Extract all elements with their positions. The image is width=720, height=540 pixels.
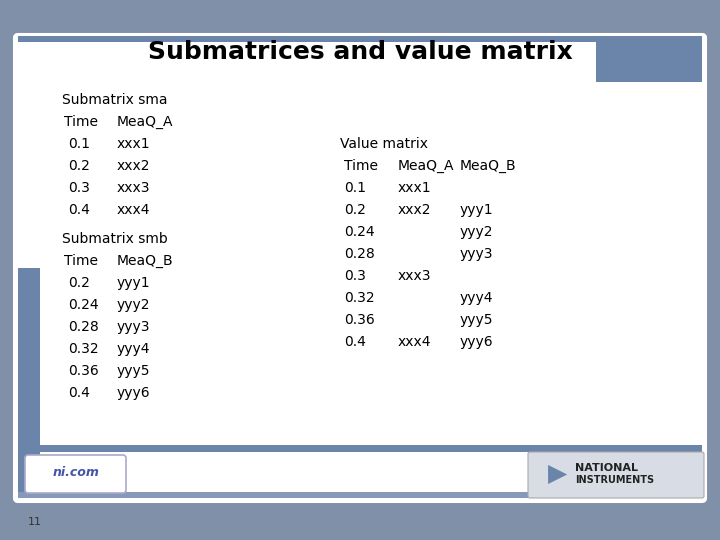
Text: 0.4: 0.4	[344, 335, 366, 349]
Text: 0.3: 0.3	[68, 181, 90, 195]
Text: MeaQ_B: MeaQ_B	[460, 159, 517, 173]
Text: yyy1: yyy1	[460, 203, 494, 217]
Text: xxx4: xxx4	[117, 203, 150, 217]
Text: 11: 11	[28, 517, 42, 527]
Bar	[18, 36, 702, 42]
Text: MeaQ_A: MeaQ_A	[398, 159, 454, 173]
Text: 0.1: 0.1	[344, 181, 366, 195]
Text: yyy1: yyy1	[117, 275, 150, 289]
Text: 0.24: 0.24	[344, 225, 374, 239]
Text: Submatrix sma: Submatrix sma	[62, 93, 168, 107]
Text: 0.2: 0.2	[68, 275, 90, 289]
Text: 0.4: 0.4	[68, 203, 90, 217]
Text: ni.com: ni.com	[53, 467, 99, 480]
Text: MeaQ_A: MeaQ_A	[117, 115, 174, 129]
Bar	[18, 268, 40, 498]
Text: 0.24: 0.24	[68, 298, 99, 312]
Text: 0.28: 0.28	[68, 320, 99, 334]
Text: 0.4: 0.4	[68, 386, 90, 400]
Text: NATIONAL: NATIONAL	[575, 463, 638, 473]
FancyBboxPatch shape	[528, 452, 704, 498]
Text: yyy5: yyy5	[117, 363, 150, 377]
Text: Submatrices and value matrix: Submatrices and value matrix	[148, 40, 572, 64]
Text: 0.1: 0.1	[68, 137, 90, 151]
Text: yyy2: yyy2	[117, 298, 150, 312]
FancyBboxPatch shape	[14, 34, 706, 502]
Text: xxx1: xxx1	[117, 137, 150, 151]
Text: yyy6: yyy6	[460, 335, 494, 349]
Text: 0.32: 0.32	[344, 291, 374, 305]
Text: 0.36: 0.36	[68, 363, 99, 377]
Text: Submatrix smb: Submatrix smb	[62, 232, 168, 246]
Text: yyy4: yyy4	[460, 291, 493, 305]
Text: ▶: ▶	[548, 462, 567, 486]
Text: yyy2: yyy2	[460, 225, 493, 239]
Text: INSTRUMENTS: INSTRUMENTS	[575, 475, 654, 485]
FancyBboxPatch shape	[25, 455, 126, 493]
Text: xxx1: xxx1	[398, 181, 431, 195]
Text: 0.3: 0.3	[344, 269, 366, 283]
Text: MeaQ_B: MeaQ_B	[117, 254, 174, 268]
Text: xxx4: xxx4	[398, 335, 431, 349]
Text: Time: Time	[344, 159, 378, 173]
Bar	[596, 38, 702, 82]
Text: xxx2: xxx2	[398, 203, 431, 217]
Text: Time: Time	[64, 254, 98, 268]
Text: yyy3: yyy3	[460, 247, 493, 261]
Text: 0.32: 0.32	[68, 342, 99, 356]
Text: yyy6: yyy6	[117, 386, 150, 400]
Text: 0.2: 0.2	[344, 203, 366, 217]
Bar	[18, 492, 702, 498]
Text: 0.2: 0.2	[68, 159, 90, 173]
Text: Value matrix: Value matrix	[340, 137, 428, 151]
Text: 0.28: 0.28	[344, 247, 374, 261]
Text: yyy3: yyy3	[117, 320, 150, 334]
Text: yyy4: yyy4	[117, 342, 150, 356]
Text: Time: Time	[64, 115, 98, 129]
Text: xxx2: xxx2	[117, 159, 150, 173]
Bar	[18, 445, 702, 452]
Text: yyy5: yyy5	[460, 313, 493, 327]
Text: xxx3: xxx3	[398, 269, 431, 283]
Text: xxx3: xxx3	[117, 181, 150, 195]
Text: 0.36: 0.36	[344, 313, 374, 327]
